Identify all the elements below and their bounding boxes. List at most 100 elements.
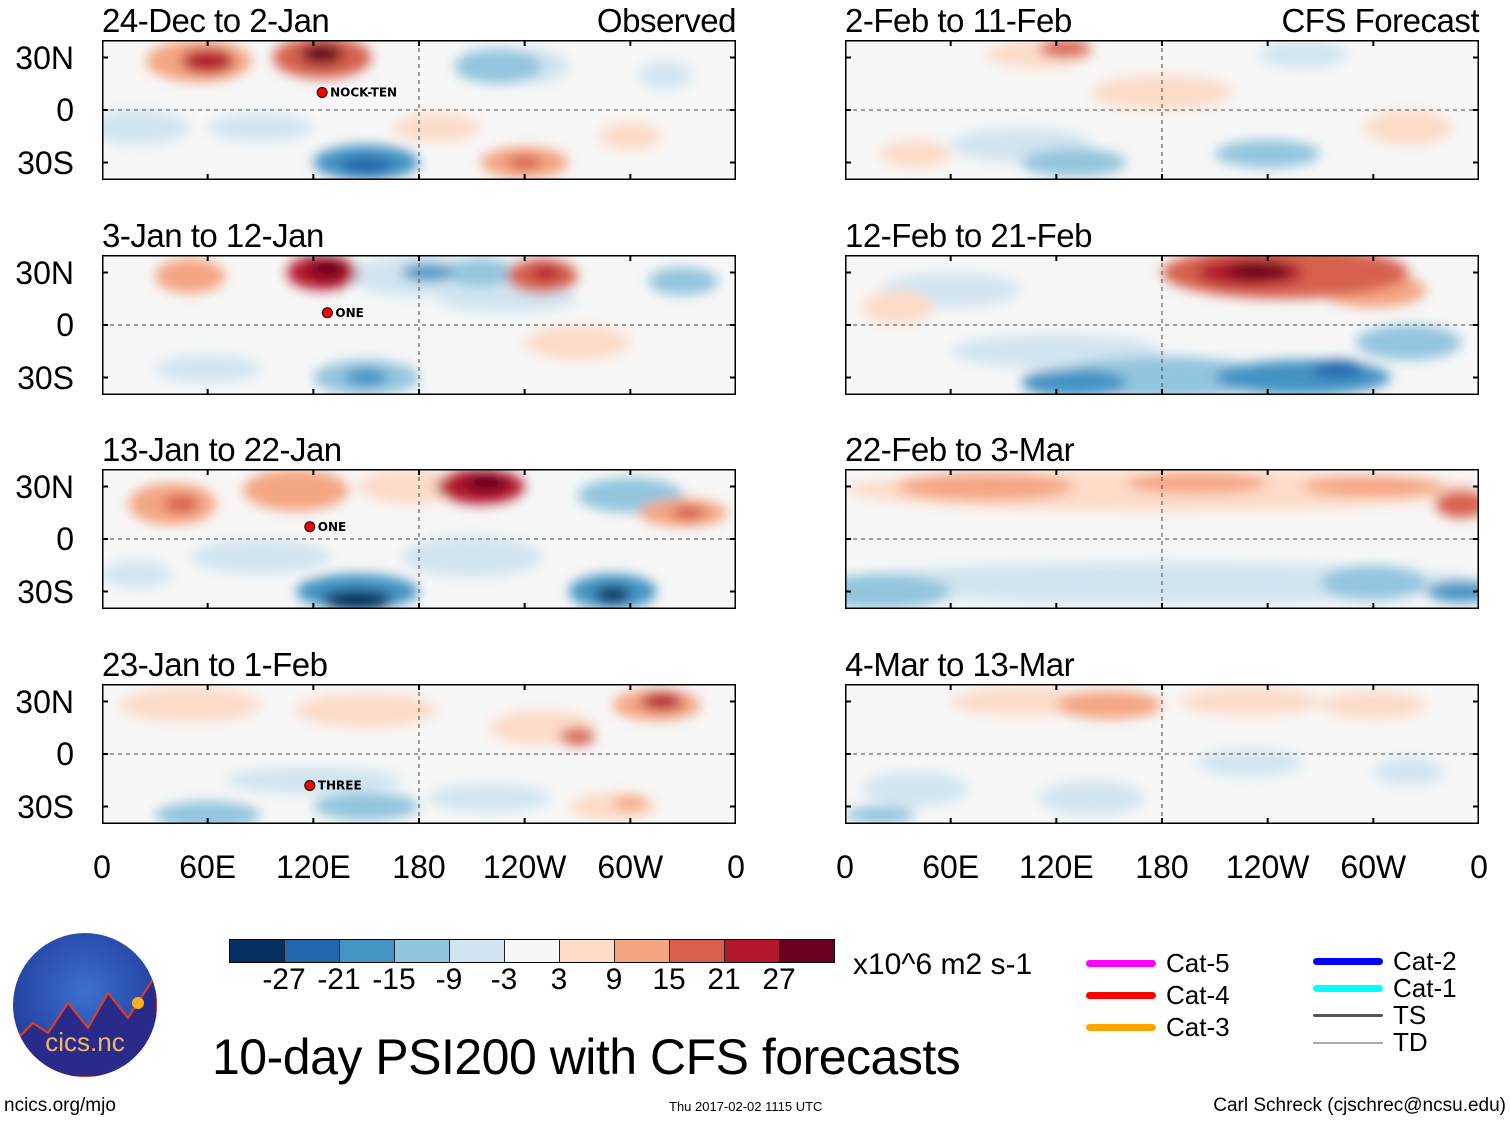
anomaly-contour [595,586,631,604]
anomaly-contour [102,110,191,145]
figure-title: 10-day PSI200 with CFS forecasts [212,1029,961,1085]
colorbar-tick-label: 9 [605,963,623,996]
legend-item: TD [1313,1027,1428,1058]
colorbar-swatch [780,940,834,962]
colorbar-swatch [450,940,505,962]
footer-left[interactable]: ncics.org/mjo [4,1095,116,1116]
anomaly-contour [181,48,235,74]
storm-track: ONE [304,520,346,534]
anomaly-contour [507,155,543,170]
anomaly-contour [862,290,934,325]
map-panel: THREE [102,684,736,824]
anomaly-contour [301,43,344,65]
panel-title: 24-Dec to 2-Jan [102,2,330,39]
anomaly-contour [345,368,388,387]
legend-label: Cat-5 [1166,948,1230,978]
anomaly-contour [102,560,173,588]
anomaly-contour [313,792,419,821]
colorbar-swatch [505,940,560,962]
legend-item: Cat-2 [1313,946,1457,977]
y-tick-label: 30S [17,144,74,181]
colorbar-swatch [615,940,670,962]
legend-label: TD [1393,1027,1428,1057]
legend-line-swatch [1313,985,1383,992]
anomaly-contour [1021,148,1127,177]
anomaly-contour [1091,75,1233,110]
x-tick-label: 120E [1018,849,1094,885]
anomaly-contour [1426,581,1479,602]
colorbar [229,939,835,963]
anomaly-contour [1056,691,1162,719]
y-tick-label: 0 [56,736,74,772]
anomaly-contour [322,589,393,609]
storm-track: ONE [321,306,364,320]
x-tick-label: 0 [93,849,111,885]
colorbar-tick-label: -21 [317,963,361,996]
anomaly-contour [119,687,261,723]
anomaly-contour [612,796,648,810]
anomaly-contour [670,505,707,520]
x-tick-label: 0 [836,849,854,885]
anomaly-contour [401,263,455,282]
y-tick-label: 30N [15,683,74,720]
panel-title: 23-Jan to 1-Feb [102,646,328,683]
x-tick-label: 60W [1340,849,1407,885]
storm-label: THREE [318,779,362,793]
anomaly-contour [242,469,349,511]
colorbar-tick-label: 3 [550,963,568,996]
map-panel: ONE [102,255,736,395]
column-label: Observed [596,2,737,39]
anomaly-contour [1373,757,1444,786]
legend-line-swatch [1313,958,1383,965]
column-label: CFS Forecast [1281,2,1479,39]
anomaly-contour [1179,687,1321,716]
legend-label: Cat-2 [1393,946,1457,976]
storm-track: THREE [304,779,362,793]
x-tick-label: 180 [1135,849,1189,885]
legend-label: Cat-4 [1166,980,1230,1010]
anomaly-contour [1038,780,1145,816]
anomaly-contour [524,325,631,360]
anomaly-contour [454,48,543,84]
anomaly-contour [1021,568,1127,597]
anomaly-contour [1197,748,1303,777]
anomaly-contour [339,157,393,175]
y-tick-label: 30S [17,573,74,610]
anomaly-contour [427,783,552,812]
panel-title: 4-Mar to 13-Mar [845,646,1075,683]
anomaly-contour [1434,490,1479,518]
legend-line-swatch [1313,1041,1383,1044]
anomaly-contour [225,766,402,795]
anomaly-contour [207,113,314,142]
anomaly-contour [1320,691,1427,719]
footer-author: Carl Schreck (cjschrec@ncsu.edu) [1213,1095,1506,1116]
units-label: x10^6 m2 s-1 [853,948,1033,981]
colorbar-tick-label: -27 [262,963,306,996]
x-tick-label: 180 [392,849,446,885]
anomaly-contour [1355,325,1462,360]
anomaly-contour [845,806,916,824]
map-panel [845,469,1479,609]
x-tick-label: 120W [482,849,567,885]
anomaly-contour [163,495,199,513]
anomaly-contour [647,267,719,296]
anomaly-contour [1038,40,1092,58]
anomaly-contour [1364,110,1453,145]
panel-title: 12-Feb to 21-Feb [845,217,1092,254]
map-panel [845,255,1479,395]
colorbar-tick-label: -15 [372,963,416,996]
y-tick-label: 30N [15,39,74,76]
anomaly-contour [154,354,261,383]
legend-item: TS [1313,1000,1426,1031]
anomaly-contour [1227,262,1291,280]
legend-item: Cat-1 [1313,973,1457,1004]
legend-line-swatch [1086,1024,1156,1031]
anomaly-contour [445,258,516,287]
legend-line-swatch [1313,1014,1383,1017]
anomaly-contour [154,801,261,824]
colorbar-swatch [340,940,395,962]
anomaly-contour [1320,565,1427,601]
anomaly-contour [154,258,226,294]
anomaly-contour [880,139,951,168]
map-panel: NOCK-TEN [102,40,736,180]
